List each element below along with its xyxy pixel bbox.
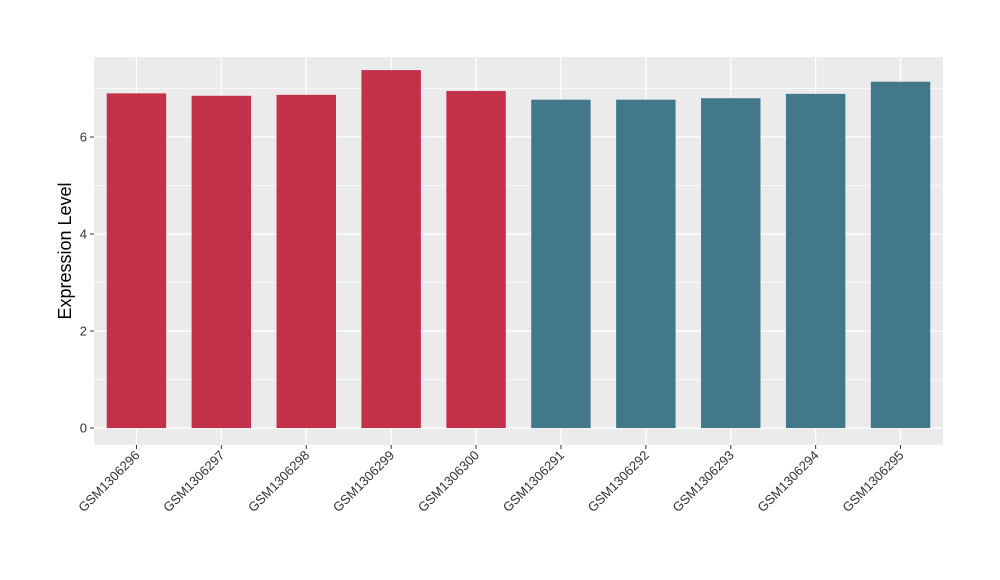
y-tick-label: 0 [80, 421, 87, 436]
bar-GSM1306295 [870, 81, 931, 429]
x-tick-label: GSM1306300 [415, 448, 482, 515]
bar-GSM1306291 [531, 99, 591, 429]
y-axis-title: Expression Level [55, 182, 75, 319]
bar-GSM1306299 [361, 70, 421, 429]
x-tick-label: GSM1306297 [160, 448, 227, 515]
x-tick-label: GSM1306294 [754, 448, 821, 515]
y-axis: 0 2 4 6 [80, 130, 94, 436]
bar-GSM1306296 [106, 93, 167, 429]
y-tick-label: 2 [80, 324, 87, 339]
x-tick-label: GSM1306291 [500, 448, 567, 515]
x-tick-label: GSM1306292 [585, 448, 652, 515]
y-tick-label: 4 [80, 227, 87, 242]
x-tick-label: GSM1306296 [75, 448, 142, 515]
bars [106, 70, 931, 429]
x-tick-label: GSM1306299 [330, 448, 397, 515]
x-tick-label: GSM1306293 [670, 448, 737, 515]
y-tick-label: 6 [80, 130, 87, 145]
bar-GSM1306300 [446, 90, 506, 429]
bar-GSM1306294 [785, 93, 846, 429]
x-tick-label: GSM1306298 [245, 448, 312, 515]
bar-GSM1306292 [616, 99, 676, 429]
x-axis: GSM1306296 GSM1306297 GSM1306298 GSM1306299… [75, 445, 907, 515]
bar-GSM1306298 [276, 94, 336, 429]
bar-GSM1306297 [191, 95, 252, 429]
x-tick-label: GSM1306295 [839, 448, 906, 515]
bar-GSM1306293 [701, 98, 761, 429]
